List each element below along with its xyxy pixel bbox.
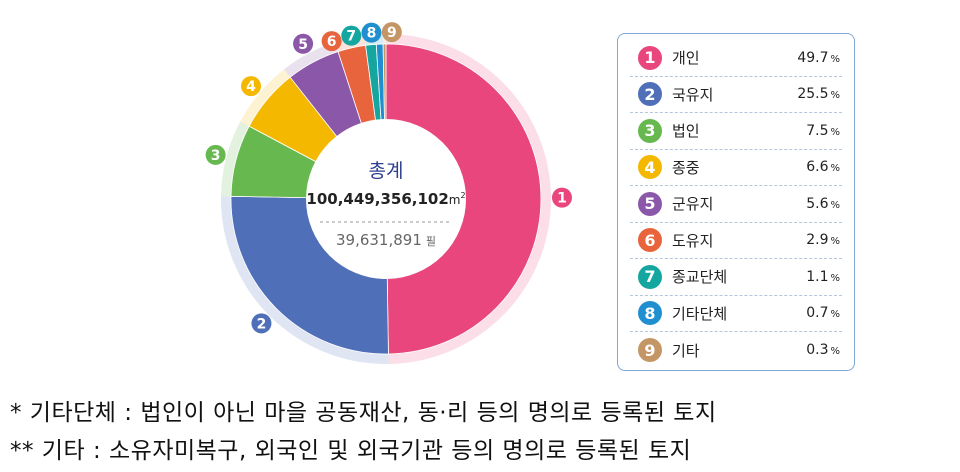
legend-number-badge: 1: [638, 45, 662, 70]
legend-value-unit: %: [830, 309, 840, 321]
legend-label: 종중: [672, 158, 700, 177]
legend-value-number: 49.7: [797, 49, 829, 66]
footnote-1: * 기타단체 : 법인이 아닌 마을 공동재산, 동·리 등의 명의로 등록된 …: [10, 400, 717, 426]
legend-value-number: 0.7: [806, 305, 829, 322]
legend-label: 군유지: [672, 195, 714, 214]
legend-item: 6 도유지 2.9%: [630, 223, 842, 259]
legend: 1 개인 49.7% 2 국유지 25.5% 3 법인 7.5% 4 종중 6.6% 5 군유지 5.6% 6…: [617, 33, 855, 371]
footnotes: * 기타단체 : 법인이 아닌 마을 공동재산, 동·리 등의 명의로 등록된 …: [10, 394, 955, 470]
slice-badge-circle: [205, 144, 226, 165]
legend-item: 3 법인 7.5%: [630, 113, 842, 150]
center-area-unit: m: [449, 193, 461, 207]
legend-number-badge: 3: [638, 118, 662, 143]
legend-number-badge: 4: [638, 155, 662, 180]
legend-value: 6.6%: [806, 159, 840, 175]
legend-value-unit: %: [830, 163, 840, 175]
slice-badge-number: 3: [211, 148, 221, 164]
slice-badge-number: 2: [257, 316, 267, 332]
legend-value-unit: %: [830, 90, 840, 102]
slice-number-badge: 8: [361, 22, 382, 43]
center-label: 총계 100,449,356,102m2 39,631,891 필: [306, 119, 466, 279]
slice-badge-number: 5: [298, 37, 308, 53]
center-circle: [306, 119, 466, 279]
slice-number-badge: 9: [381, 22, 402, 43]
slice-badge-circle: [381, 22, 402, 43]
slice-badge-circle: [251, 313, 272, 334]
slice-number-badge: 2: [251, 313, 272, 334]
legend-label: 기타단체: [672, 304, 728, 323]
slice-badge-number: 1: [557, 191, 567, 207]
legend-item: 4 종중 6.6%: [630, 150, 842, 186]
center-area-unit-sup: 2: [460, 191, 465, 200]
center-title: 총계: [369, 160, 404, 182]
legend-item: 7 종교단체 1.1%: [630, 259, 842, 296]
slice-badge-circle: [361, 22, 382, 43]
legend-item: 2 국유지 25.5%: [630, 77, 842, 113]
legend-number-badge: 9: [638, 338, 662, 363]
slice-badge-circle: [341, 25, 362, 46]
slice-number-badge: 4: [241, 76, 261, 97]
legend-value-number: 2.9: [806, 232, 829, 249]
legend-item: 9 기타 0.3%: [630, 332, 842, 369]
legend-value-number: 25.5: [797, 86, 829, 103]
legend-value-unit: %: [830, 236, 840, 248]
legend-value-unit: %: [830, 53, 840, 65]
legend-value-number: 1.1: [806, 268, 829, 285]
slice-badge-number: 7: [346, 29, 356, 45]
slice-number-badge: 3: [205, 144, 226, 165]
legend-value: 0.7%: [806, 305, 840, 321]
center-parcels: 39,631,891 필: [336, 231, 436, 249]
legend-value-unit: %: [830, 199, 840, 211]
legend-value-unit: %: [830, 272, 840, 284]
legend-item: 5 군유지 5.6%: [630, 186, 842, 223]
legend-value: 0.3%: [806, 342, 840, 358]
slice-number-badge: 7: [341, 25, 362, 46]
footnote-2: ** 기타 : 소유자미복구, 외국인 및 외국기관 등의 명의로 등록된 토지: [10, 438, 692, 464]
center-parcel-unit: 필: [426, 235, 436, 248]
legend-value-unit: %: [830, 346, 840, 358]
legend-value-number: 5.6: [806, 195, 829, 212]
slice-badge-circle: [241, 76, 261, 97]
slice-badge-circle: [293, 33, 314, 54]
legend-number-badge: 7: [638, 264, 662, 289]
legend-number-badge: 5: [638, 191, 662, 216]
center-area-value: 100,449,356,102: [306, 190, 448, 208]
legend-label: 기타: [672, 341, 700, 360]
slice-badge-number: 9: [387, 25, 397, 41]
legend-value-number: 0.3: [806, 342, 829, 359]
slice-badge-circle: [551, 187, 572, 208]
legend-value-number: 6.6: [806, 159, 829, 176]
legend-number-badge: 6: [638, 228, 662, 253]
legend-number-badge: 8: [638, 301, 662, 326]
slice-number-badge: 5: [293, 33, 314, 54]
slice-badge-number: 8: [367, 26, 377, 42]
center-parcel-value: 39,631,891: [336, 231, 422, 249]
legend-value: 49.7%: [797, 50, 840, 66]
slice-badge-number: 6: [327, 34, 337, 50]
legend-value: 5.6%: [806, 196, 840, 212]
legend-value-unit: %: [830, 126, 840, 138]
legend-label: 법인: [672, 122, 700, 141]
legend-label: 종교단체: [672, 268, 728, 287]
legend-value: 25.5%: [797, 86, 840, 102]
legend-value: 7.5%: [806, 123, 840, 139]
legend-number-badge: 2: [638, 82, 662, 107]
legend-label: 국유지: [672, 85, 714, 104]
legend-label: 도유지: [672, 231, 714, 250]
legend-item: 1 개인 49.7%: [630, 40, 842, 77]
slice-badge-number: 4: [246, 79, 256, 95]
slice-badge-circle: [321, 31, 342, 52]
slice-number-badge: 6: [321, 31, 342, 52]
legend-item: 8 기타단체 0.7%: [630, 296, 842, 332]
legend-value: 2.9%: [806, 232, 840, 248]
badge-layer: 1 2 3 4 5 6 7 8 9: [205, 22, 572, 334]
slice-number-badge: 1: [551, 187, 572, 208]
center-area: 100,449,356,102m2: [306, 190, 465, 208]
legend-value-number: 7.5: [806, 122, 829, 139]
legend-label: 개인: [672, 49, 700, 68]
legend-value: 1.1%: [806, 269, 840, 285]
